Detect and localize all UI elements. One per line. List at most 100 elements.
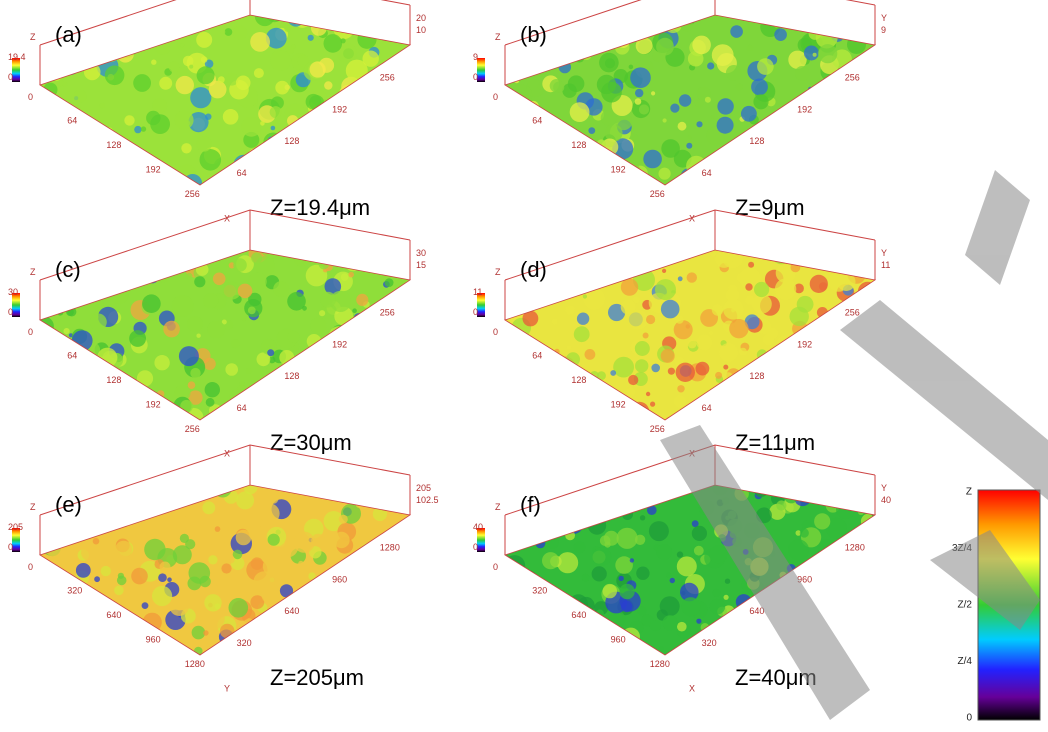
surface-patch (629, 65, 634, 70)
surface-patch (872, 407, 885, 420)
surface-patch (866, 247, 876, 257)
surface-patch (497, 108, 509, 120)
surface-panel: Z900(b)Z=9μm64128192256X641281922569Y (473, 0, 891, 224)
surface-patch (626, 388, 635, 397)
surface-patch (630, 478, 639, 487)
surface-patch (811, 582, 824, 595)
surface-patch (263, 133, 283, 153)
surface-patch (376, 336, 395, 355)
surface-patch (865, 72, 879, 86)
caption: Z=9μm (735, 195, 805, 220)
surface-patch (313, 409, 334, 430)
surface-patch (513, 635, 522, 644)
surface-patch (64, 157, 73, 166)
colorbar-label: Z (966, 487, 972, 498)
colorbar-label: 0 (966, 713, 972, 724)
surface-patch (757, 58, 774, 75)
surface-patch (747, 478, 755, 486)
surface-patch (391, 615, 407, 631)
surface-patch (739, 155, 745, 161)
surface-patch (661, 300, 680, 319)
surface-patch (107, 276, 112, 281)
surface-patch (818, 44, 837, 63)
surface-patch (114, 586, 124, 596)
surface-patch (332, 630, 339, 637)
surface-patch (331, 478, 342, 489)
surface-patch (566, 305, 575, 314)
surface-patch (724, 595, 729, 600)
surface-patch (236, 530, 252, 546)
surface-patch (402, 31, 415, 44)
surface-patch (776, 149, 793, 166)
surface-patch (578, 275, 583, 280)
surface-patch (233, 26, 247, 40)
z-label: 0 (473, 542, 478, 552)
z-label: 0 (493, 327, 498, 337)
surface-patch (621, 278, 638, 295)
surface-patch (274, 478, 278, 482)
surface-patch (387, 496, 391, 500)
surface-patch (121, 380, 141, 400)
surface-patch (692, 36, 711, 55)
surface-patch (511, 587, 517, 593)
surface-patch (413, 572, 423, 582)
surface-patch (830, 102, 837, 109)
surface-patch (636, 37, 653, 54)
surface-patch (112, 636, 129, 653)
surface-patch (31, 46, 36, 51)
surface-patch (568, 264, 590, 286)
surface-patch (351, 562, 361, 572)
surface-patch (557, 607, 565, 615)
surface-patch (172, 295, 194, 317)
surface-patch (337, 373, 358, 394)
surface-patch (548, 138, 567, 157)
surface-patch (384, 591, 403, 610)
surface-patch (550, 481, 564, 495)
surface-patch (677, 551, 683, 557)
surface-patch (564, 20, 586, 42)
surface-patch (850, 236, 869, 255)
surface-patch (726, 168, 745, 187)
surface-patch (203, 630, 208, 635)
surface-patch (71, 124, 91, 144)
surface-patch (310, 317, 326, 333)
surface-patch (574, 541, 586, 553)
surface-patch (650, 620, 661, 631)
surface-patch (39, 103, 57, 121)
surface-patch (212, 649, 228, 665)
surface-patch (220, 29, 225, 34)
surface-patch (63, 241, 72, 250)
surface-patch (695, 98, 704, 107)
surface-patch (678, 276, 683, 281)
surface-patch (220, 644, 236, 660)
surface-patch (115, 541, 132, 558)
surface-patch (109, 284, 129, 304)
surface-patch (357, 30, 376, 49)
surface-patch (834, 556, 844, 566)
surface-patch (675, 315, 684, 324)
surface-patch (817, 144, 828, 155)
surface-patch (50, 68, 63, 81)
surface-patch (322, 175, 339, 192)
surface-patch (208, 555, 217, 564)
surface-patch (550, 79, 563, 92)
surface-patch (379, 15, 390, 26)
surface-patch (359, 543, 378, 562)
surface-patch (411, 42, 426, 57)
surface-patch (696, 121, 702, 127)
surface-patch (273, 281, 289, 297)
surface-patch (764, 383, 786, 405)
surface-patch (497, 303, 503, 309)
surface-patch (766, 241, 780, 255)
axis-tick-label: 20 (416, 13, 426, 23)
surface-patch (516, 519, 538, 541)
surface-patch (877, 611, 894, 628)
surface-patch (55, 581, 68, 594)
surface-patch (862, 154, 867, 159)
surface-patch (587, 615, 608, 636)
surface-patch (353, 125, 367, 139)
surface-patch (43, 48, 51, 56)
surface-patch (324, 109, 329, 114)
surface-patch (838, 165, 848, 175)
surface-patch (318, 10, 327, 19)
